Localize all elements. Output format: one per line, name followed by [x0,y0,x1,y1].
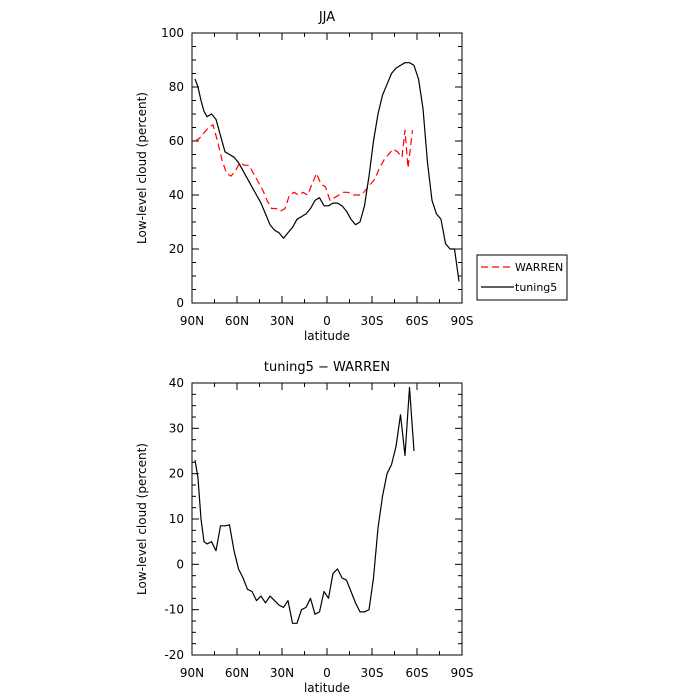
chart-1: JJA 90N 60N 30N 0 30S 60S 90S 0 20 40 60 80 100 latitu… [135,10,568,343]
legend-label: tuning5 [515,281,557,294]
x-tick-label: 90N [180,666,204,680]
y-tick-label: 30 [169,421,184,435]
x-tick-label: 90N [180,314,204,328]
x-axis-label: latitude [304,329,350,343]
legend-box [476,254,568,301]
y-tick-label: -10 [164,603,184,617]
series-line-tuning5 [194,62,460,282]
plot-frame [191,32,463,304]
y-axis-label: Low-level cloud (percent) [135,92,149,244]
y-tick-label: 0 [176,296,184,310]
x-axis-label: latitude [304,681,350,695]
x-tick-label: 60S [406,314,429,328]
y-axis-label: Low-level cloud (percent) [135,443,149,595]
legend: WARREN tuning5 [476,254,568,301]
series-line-difference [194,386,415,624]
x-tick-label: 90S [451,666,474,680]
legend-label: WARREN [515,261,563,274]
x-tick-label: 60N [225,666,249,680]
y-tick-label: 20 [169,467,184,481]
x-tick-label: 0 [323,314,331,328]
x-tick-label: 60S [406,666,429,680]
y-tick-label: 20 [169,242,184,256]
x-tick-label: 60N [225,314,249,328]
series-line-warren [194,124,414,212]
plot-frame [191,382,463,656]
x-tick-label: 30S [361,314,384,328]
chart-2: tuning5 − WARREN 90N 60N 30N 0 30S 60S 90S -20 -1… [135,360,473,695]
x-tick-label: 0 [323,666,331,680]
y-tick-label: 60 [169,134,184,148]
x-tick-label: 30S [361,666,384,680]
x-tick-label: 90S [451,314,474,328]
y-tick-label: 100 [161,26,184,40]
x-tick-label: 30N [270,314,294,328]
y-tick-label: 0 [176,557,184,571]
chart-title: JJA [318,10,335,25]
chart-title: tuning5 − WARREN [264,360,390,375]
y-tick-label: 40 [169,188,184,202]
y-tick-label: -20 [164,648,184,662]
x-tick-label: 30N [270,666,294,680]
y-tick-label: 10 [169,512,184,526]
y-tick-label: 80 [169,80,184,94]
y-tick-label: 40 [169,376,184,390]
